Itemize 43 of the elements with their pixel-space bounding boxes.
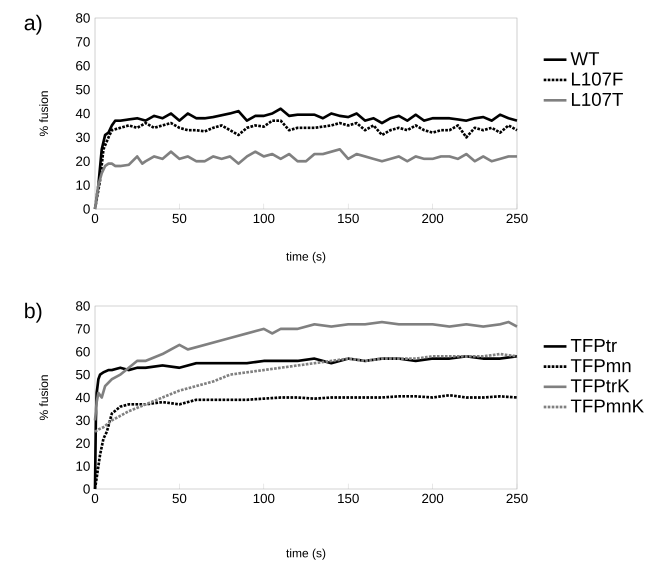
x-tick-label: 100 — [254, 494, 274, 504]
y-tick-label: 40 — [76, 392, 90, 402]
legend-label: TFPmnK — [570, 399, 644, 412]
x-tick-label: 200 — [422, 214, 444, 224]
y-tick-label: 80 — [76, 13, 90, 23]
y-tick-label: 10 — [76, 180, 90, 190]
y-tick-label: 0 — [83, 204, 90, 214]
y-axis-title: % fusion — [39, 375, 48, 420]
x-axis-title: time (s) — [286, 548, 326, 560]
x-tick-label: 150 — [338, 494, 359, 504]
y-tick-label: 20 — [76, 438, 90, 448]
chart-title: a) — [24, 14, 42, 34]
y-tick-label: 50 — [76, 84, 90, 94]
y-axis-title: % fusion — [39, 91, 48, 136]
x-axis-title: time (s) — [286, 252, 326, 263]
x-tick-label: 50 — [172, 214, 186, 224]
legend-label: TFPtrK — [570, 379, 630, 392]
y-tick-label: 80 — [76, 301, 90, 311]
x-tick-label: 50 — [172, 494, 186, 504]
chart-title: b) — [25, 302, 42, 322]
y-tick-label: 70 — [76, 37, 90, 46]
y-tick-label: 30 — [76, 132, 90, 142]
x-tick-label: 0 — [92, 494, 98, 504]
y-tick-label: 60 — [76, 346, 90, 356]
legend-label: L107F — [572, 72, 623, 86]
legend-label: TFPmn — [570, 359, 630, 372]
y-tick-label: 50 — [76, 370, 90, 380]
legend-label: TFPtr — [570, 338, 617, 352]
x-tick-label: 100 — [254, 214, 274, 224]
x-tick-label: 150 — [338, 214, 359, 224]
y-tick-label: 10 — [76, 461, 90, 471]
legend-label: WT — [570, 52, 600, 65]
legend-label: L107T — [572, 92, 623, 106]
y-tick-label: 60 — [76, 60, 90, 70]
x-tick-label: 0 — [92, 214, 98, 224]
y-tick-label: 30 — [76, 416, 90, 425]
x-tick-label: 250 — [506, 214, 528, 224]
x-tick-label: 200 — [422, 494, 444, 504]
y-tick-label: 40 — [76, 108, 90, 118]
x-tick-label: 250 — [506, 494, 528, 504]
y-tick-label: 20 — [76, 156, 90, 166]
y-tick-label: 70 — [76, 324, 90, 334]
y-tick-label: 0 — [83, 484, 90, 494]
